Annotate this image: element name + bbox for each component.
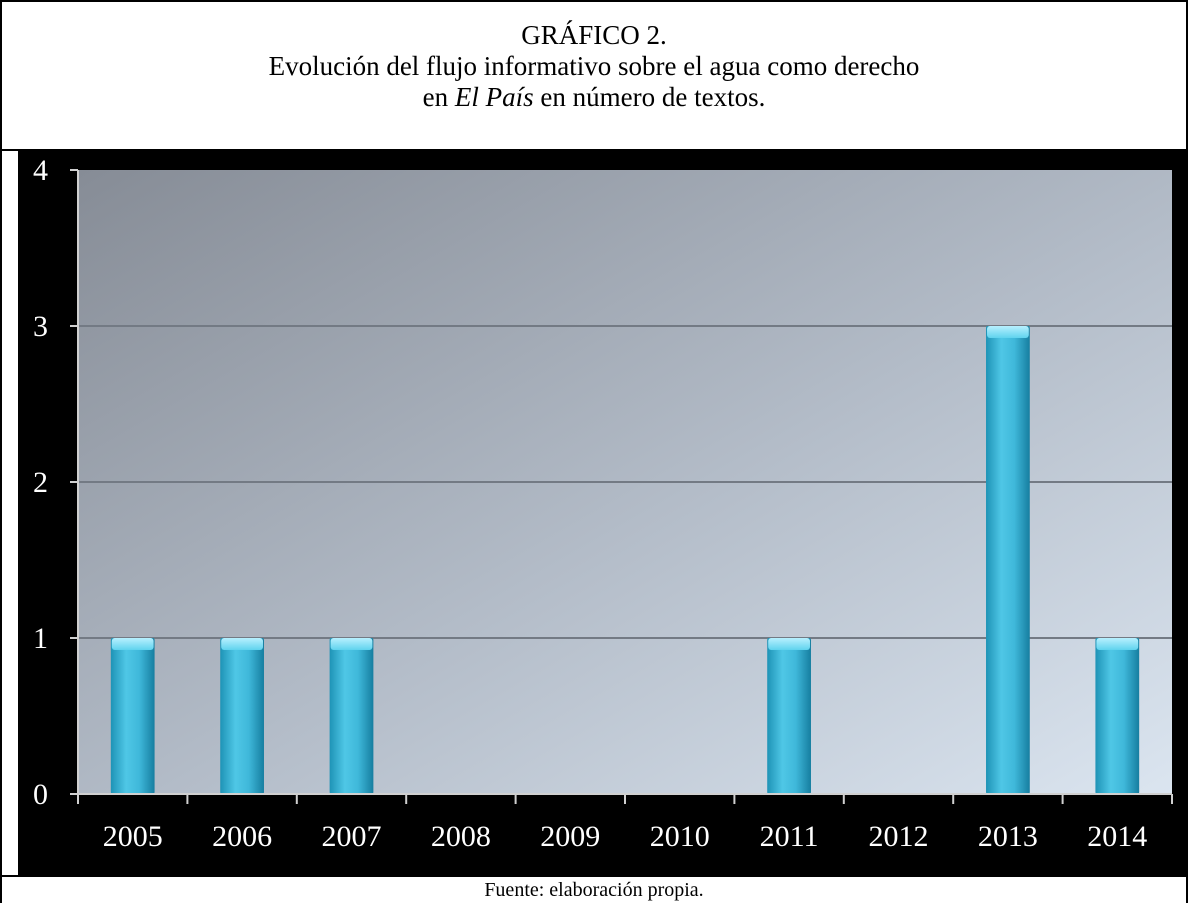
bar-cap-2005 <box>111 638 154 650</box>
x-tick-label-2014: 2014 <box>1087 820 1147 853</box>
border-top <box>0 0 1188 2</box>
x-tick-label-2012: 2012 <box>869 820 929 853</box>
bar-2013 <box>986 326 1030 794</box>
bar-body-2006 <box>220 638 264 794</box>
bar-body-2007 <box>329 638 374 794</box>
x-tick-label-2007: 2007 <box>322 820 382 853</box>
axes <box>70 169 1173 804</box>
bar-body-2005 <box>110 638 155 794</box>
bar-cap-2013 <box>987 326 1029 338</box>
bar-chart: 0 1 2 3 4 2005 2006 2007 2008 2009 2010 2011 2012 201… <box>33 154 1173 853</box>
bar-body-2013 <box>986 326 1030 794</box>
y-tick-label-2: 2 <box>33 466 48 499</box>
figure-title-line-2: en El País en número de textos. <box>0 82 1188 113</box>
bar-2011 <box>767 638 811 794</box>
bar-2007 <box>329 638 374 794</box>
x-tick-label-2011: 2011 <box>760 820 819 853</box>
y-tick-label-4: 4 <box>33 154 48 187</box>
figure-number: GRÁFICO 2. <box>521 20 667 50</box>
title-prefix: en <box>422 82 455 112</box>
bar-2005 <box>110 638 155 794</box>
bar-cap-2006 <box>221 638 263 650</box>
tick-labels: 0 1 2 3 4 2005 2006 2007 2008 2009 2010 2011 2012 201… <box>33 154 1147 853</box>
bar-cap-2014 <box>1096 638 1139 650</box>
border-bottom-chart <box>0 875 1188 877</box>
x-tick-label-2009: 2009 <box>540 820 600 853</box>
bar-body-2014 <box>1095 638 1140 794</box>
y-tick-label-1: 1 <box>33 622 48 655</box>
figure-header: GRÁFICO 2. Evolución del flujo informati… <box>0 2 1188 150</box>
x-tick-label-2008: 2008 <box>431 820 491 853</box>
bar-cap-2011 <box>768 638 810 650</box>
x-tick-label-2005: 2005 <box>103 820 163 853</box>
chart-panel: 0 1 2 3 4 2005 2006 2007 2008 2009 2010 2011 2012 201… <box>18 150 1188 876</box>
figure-title-line-1: Evolución del flujo informativo sobre el… <box>268 51 920 81</box>
bar-cap-2007 <box>330 638 373 650</box>
x-tick-label-2010: 2010 <box>650 820 710 853</box>
x-tick-label-2013: 2013 <box>978 820 1038 853</box>
bar-body-2011 <box>767 638 811 794</box>
border-left <box>0 0 2 903</box>
x-tick-label-2006: 2006 <box>212 820 272 853</box>
title-suffix: en número de textos. <box>533 82 766 112</box>
y-tick-label-3: 3 <box>33 310 48 343</box>
y-tick-label-0: 0 <box>33 778 48 811</box>
bar-2014 <box>1095 638 1140 794</box>
bars <box>110 326 1140 794</box>
bar-2006 <box>220 638 264 794</box>
newspaper-name: El País <box>454 82 534 112</box>
source-note: Fuente: elaboración propia. <box>484 879 704 901</box>
